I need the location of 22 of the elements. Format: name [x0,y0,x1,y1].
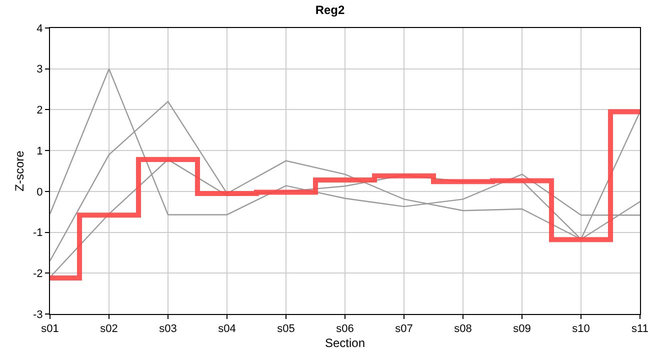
y-tick-label: -3 [33,308,43,321]
y-tick-label: 3 [36,64,43,76]
y-tick-label: 2 [36,104,43,117]
x-tick-label: s11 [632,323,648,336]
x-tick-label: s08 [454,323,472,336]
chart-title: Reg2 [315,2,345,17]
y-tick-label: -1 [33,227,43,240]
x-axis-title: Section [324,336,366,350]
x-tick-label: s10 [572,323,590,336]
y-tick-label: 0 [36,186,43,198]
y-tick-label: -2 [33,268,43,280]
x-tick-label: s05 [277,323,295,336]
y-tick-label: 4 [36,22,43,35]
y-axis-title: Z-score [12,150,26,192]
x-tick-label: s01 [41,323,59,336]
x-tick-label: s09 [513,323,531,336]
x-tick-label: s03 [159,323,177,336]
x-tick-label: s07 [395,323,413,336]
x-tick-label: s04 [218,323,236,336]
y-tick-label: 1 [36,145,43,158]
x-tick-label: s06 [336,323,354,336]
x-tick-label: s02 [100,323,118,336]
